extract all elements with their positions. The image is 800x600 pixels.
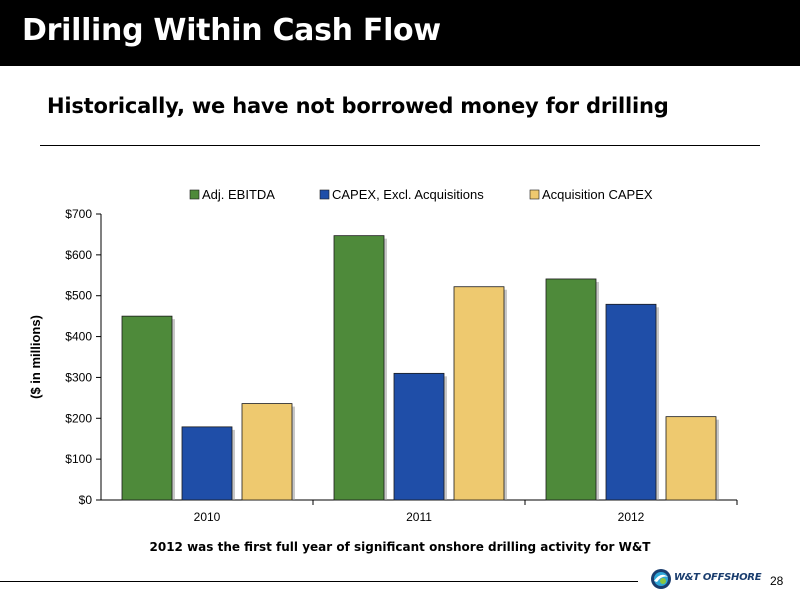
company-logo: W&T OFFSHORE	[650, 566, 770, 592]
bar-capex-excl-acquisitions-2012	[605, 303, 657, 501]
bar-chart: $0 $100 $200 $300 $400 $500 $600 $700 ($ in mill…	[28, 187, 738, 524]
y-tick-label: $100	[65, 452, 92, 466]
bar-acquisition-capex-2012	[665, 416, 717, 501]
y-tick-label: $700	[65, 207, 92, 221]
bar-adj-ebitda-2012	[545, 278, 597, 501]
y-tick-label: $500	[65, 289, 92, 303]
y-tick-label: $600	[65, 248, 92, 262]
legend-label: CAPEX, Excl. Acquisitions	[332, 187, 484, 202]
top-divider	[40, 145, 760, 146]
slide-subtitle: Historically, we have not borrowed money…	[47, 94, 669, 118]
x-tick-label: 2011	[406, 510, 432, 524]
slide-title: Drilling Within Cash Flow	[22, 13, 441, 48]
footnote: 2012 was the first full year of signific…	[149, 540, 651, 554]
logo-swirl-icon	[651, 569, 671, 589]
legend-swatch	[189, 189, 200, 200]
bottom-divider	[0, 581, 638, 582]
legend-label: Adj. EBITDA	[202, 187, 275, 202]
x-tick-label: 2010	[194, 510, 221, 524]
y-tick-label: $400	[65, 330, 92, 344]
bar-capex-excl-acquisitions-2011	[393, 372, 445, 501]
page-number: 28	[770, 574, 784, 588]
x-tick-label: 2012	[618, 510, 645, 524]
bar-adj-ebitda-2011	[333, 235, 385, 501]
y-axis-label: ($ in millions)	[28, 315, 43, 399]
bar-acquisition-capex-2011	[453, 286, 505, 501]
legend-swatch	[319, 189, 330, 200]
legend-swatch	[529, 189, 540, 200]
y-tick-label: $200	[65, 411, 92, 425]
bar-adj-ebitda-2010	[121, 315, 173, 501]
y-tick-label: $0	[79, 493, 93, 507]
bar-capex-excl-acquisitions-2010	[181, 426, 233, 501]
legend-label: Acquisition CAPEX	[542, 187, 653, 202]
bar-acquisition-capex-2010	[241, 403, 293, 501]
logo-text: W&T OFFSHORE	[674, 572, 762, 583]
y-tick-label: $300	[65, 370, 92, 384]
title-bar: Drilling Within Cash Flow	[0, 0, 800, 66]
